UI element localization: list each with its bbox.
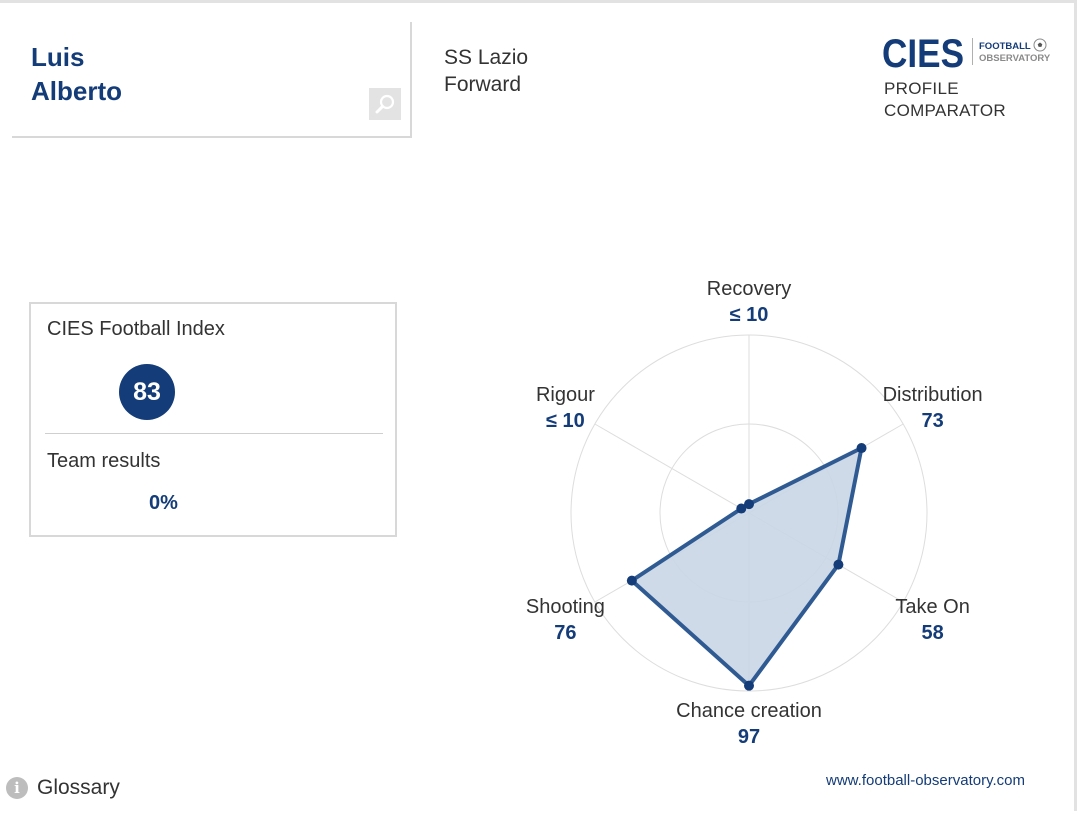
axis-value-shooting: 76 (554, 622, 576, 644)
club-info: SS Lazio Forward (444, 44, 528, 98)
observatory-wordmark: FOOTBALL OBSERVATORY (972, 38, 1050, 65)
profile-comparator-label: PROFILE COMPARATOR (884, 78, 1006, 122)
axis-label-shooting: Shooting (526, 596, 605, 618)
soccer-ball-icon (1033, 38, 1047, 52)
grid-spoke-5 (594, 423, 750, 514)
player-first-name: Luis (31, 42, 85, 72)
team-results-label: Team results (47, 450, 161, 472)
cies-wordmark: CIES (882, 32, 964, 72)
axis-value-recovery: ≤ 10 (730, 304, 769, 326)
axis-label-rigour: Rigour (536, 384, 595, 406)
index-score-badge: 83 (119, 364, 175, 420)
index-panel: CIES Football Index 83 Team results 0% (29, 302, 397, 537)
radar-point-3 (744, 680, 754, 691)
index-label: CIES Football Index (47, 318, 225, 340)
glossary-label: Glossary (37, 776, 120, 799)
team-results-value: 0% (149, 492, 178, 514)
radar-point-5 (736, 503, 747, 514)
axis-label-distribution: Distribution (883, 384, 983, 406)
radar-area (629, 446, 864, 688)
player-position: Forward (444, 73, 522, 96)
logo-line1: FOOTBALL (979, 41, 1031, 52)
profile-label-line1: PROFILE (884, 79, 959, 98)
search-icon (375, 94, 395, 114)
player-selector[interactable]: Luis Alberto (12, 22, 412, 138)
svg-text:CIES: CIES (882, 32, 964, 72)
axis-value-chance-creation: 97 (738, 726, 760, 748)
axis-label-recovery: Recovery (707, 278, 791, 300)
axis-label-take-on: Take On (895, 596, 969, 618)
axis-value-rigour: ≤ 10 (546, 410, 585, 432)
club-name: SS Lazio (444, 46, 529, 69)
radar-point-0 (744, 499, 754, 510)
cies-logo: CIES FOOTBALL OBSERVATORY PROFILE COMPAR… (882, 20, 1062, 130)
website-link[interactable]: www.football-observatory.com (826, 772, 1025, 789)
logo-line2: OBSERVATORY (979, 53, 1051, 64)
search-button[interactable] (369, 88, 401, 120)
axis-label-chance-creation: Chance creation (676, 700, 822, 722)
player-name: Luis Alberto (31, 40, 231, 108)
radar-point-1 (856, 443, 867, 454)
axis-value-take-on: 58 (921, 622, 943, 644)
radar-point-2 (833, 559, 844, 570)
axis-value-distribution: 73 (921, 410, 943, 432)
radar-point-4 (626, 575, 637, 586)
glossary-link[interactable]: i Glossary (6, 776, 120, 800)
profile-label-line2: COMPARATOR (884, 101, 1007, 120)
player-last-name: Alberto (31, 76, 122, 106)
divider (45, 433, 383, 434)
radar-chart: Recovery ≤ 10 Distribution 73 Take On 58 Chanc… (526, 278, 983, 748)
info-icon: i (6, 777, 28, 799)
